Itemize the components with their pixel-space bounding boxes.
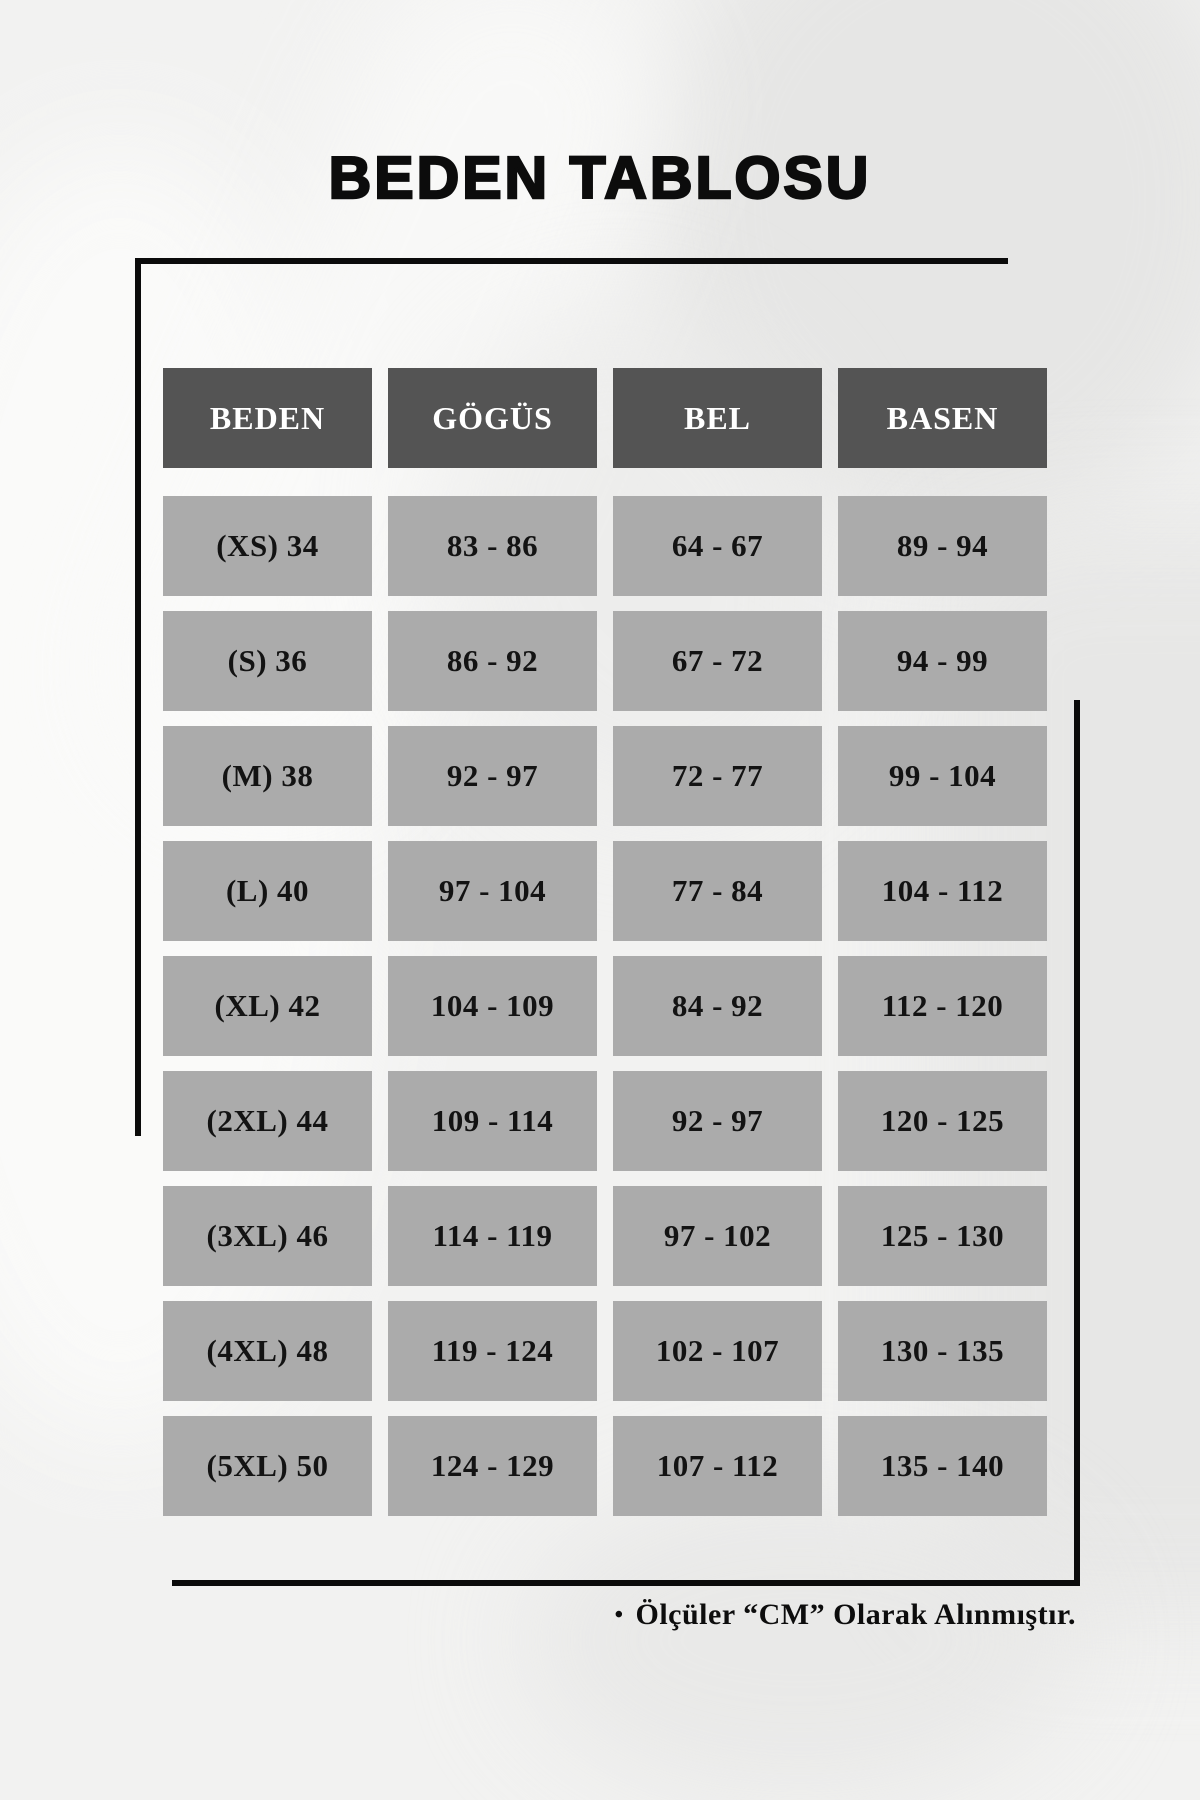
- measurement-cell: 84 - 92: [613, 956, 822, 1056]
- column-header: BEL: [613, 368, 822, 468]
- size-cell: (M) 38: [163, 726, 372, 826]
- measurement-cell: 77 - 84: [613, 841, 822, 941]
- decor-line-top: [135, 258, 1008, 264]
- measurement-cell: 124 - 129: [388, 1416, 597, 1516]
- page-title: BEDEN TABLOSU: [327, 144, 872, 211]
- size-cell: (XS) 34: [163, 496, 372, 596]
- measurement-cell: 109 - 114: [388, 1071, 597, 1171]
- measurement-cell: 125 - 130: [838, 1186, 1047, 1286]
- size-cell: (S) 36: [163, 611, 372, 711]
- decor-line-left: [135, 258, 141, 1136]
- measurement-cell: 86 - 92: [388, 611, 597, 711]
- decor-line-bottom: [172, 1580, 1080, 1586]
- measurement-cell: 120 - 125: [838, 1071, 1047, 1171]
- column-header: GÖGÜS: [388, 368, 597, 468]
- measurement-cell: 99 - 104: [838, 726, 1047, 826]
- column-header: BASEN: [838, 368, 1047, 468]
- size-cell: (XL) 42: [163, 956, 372, 1056]
- measurement-cell: 72 - 77: [613, 726, 822, 826]
- measurement-cell: 135 - 140: [838, 1416, 1047, 1516]
- measurement-cell: 83 - 86: [388, 496, 597, 596]
- size-cell: (3XL) 46: [163, 1186, 372, 1286]
- measurement-cell: 97 - 102: [613, 1186, 822, 1286]
- size-cell: (2XL) 44: [163, 1071, 372, 1171]
- measurement-cell: 107 - 112: [613, 1416, 822, 1516]
- size-cell: (5XL) 50: [163, 1416, 372, 1516]
- measurement-note: • Ölçüler “CM” Olarak Alınmıştır.: [615, 1598, 1076, 1632]
- size-table-header-row: BEDEN GÖGÜS BEL BASEN: [163, 368, 1047, 468]
- measurement-cell: 92 - 97: [388, 726, 597, 826]
- measurement-cell: 130 - 135: [838, 1301, 1047, 1401]
- measurement-note-text: Ölçüler “CM” Olarak Alınmıştır.: [635, 1598, 1076, 1631]
- measurement-cell: 89 - 94: [838, 496, 1047, 596]
- size-cell: (4XL) 48: [163, 1301, 372, 1401]
- measurement-cell: 102 - 107: [613, 1301, 822, 1401]
- size-table-body: (XS) 34 83 - 86 64 - 67 89 - 94 (S) 36 86 - 9…: [163, 496, 1047, 1516]
- measurement-cell: 104 - 109: [388, 956, 597, 1056]
- size-table: BEDEN GÖGÜS BEL BASEN (XS) 34 83 - 86 64 - 67…: [163, 368, 1047, 1516]
- measurement-cell: 114 - 119: [388, 1186, 597, 1286]
- measurement-cell: 94 - 99: [838, 611, 1047, 711]
- column-header: BEDEN: [163, 368, 372, 468]
- measurement-cell: 64 - 67: [613, 496, 822, 596]
- size-cell: (L) 40: [163, 841, 372, 941]
- decor-line-right: [1074, 700, 1080, 1586]
- bullet-icon: •: [614, 1602, 624, 1628]
- watermark-silhouette-shape: [520, 1480, 1080, 1800]
- measurement-cell: 67 - 72: [613, 611, 822, 711]
- measurement-cell: 97 - 104: [388, 841, 597, 941]
- measurement-cell: 112 - 120: [838, 956, 1047, 1056]
- measurement-cell: 119 - 124: [388, 1301, 597, 1401]
- measurement-cell: 104 - 112: [838, 841, 1047, 941]
- measurement-cell: 92 - 97: [613, 1071, 822, 1171]
